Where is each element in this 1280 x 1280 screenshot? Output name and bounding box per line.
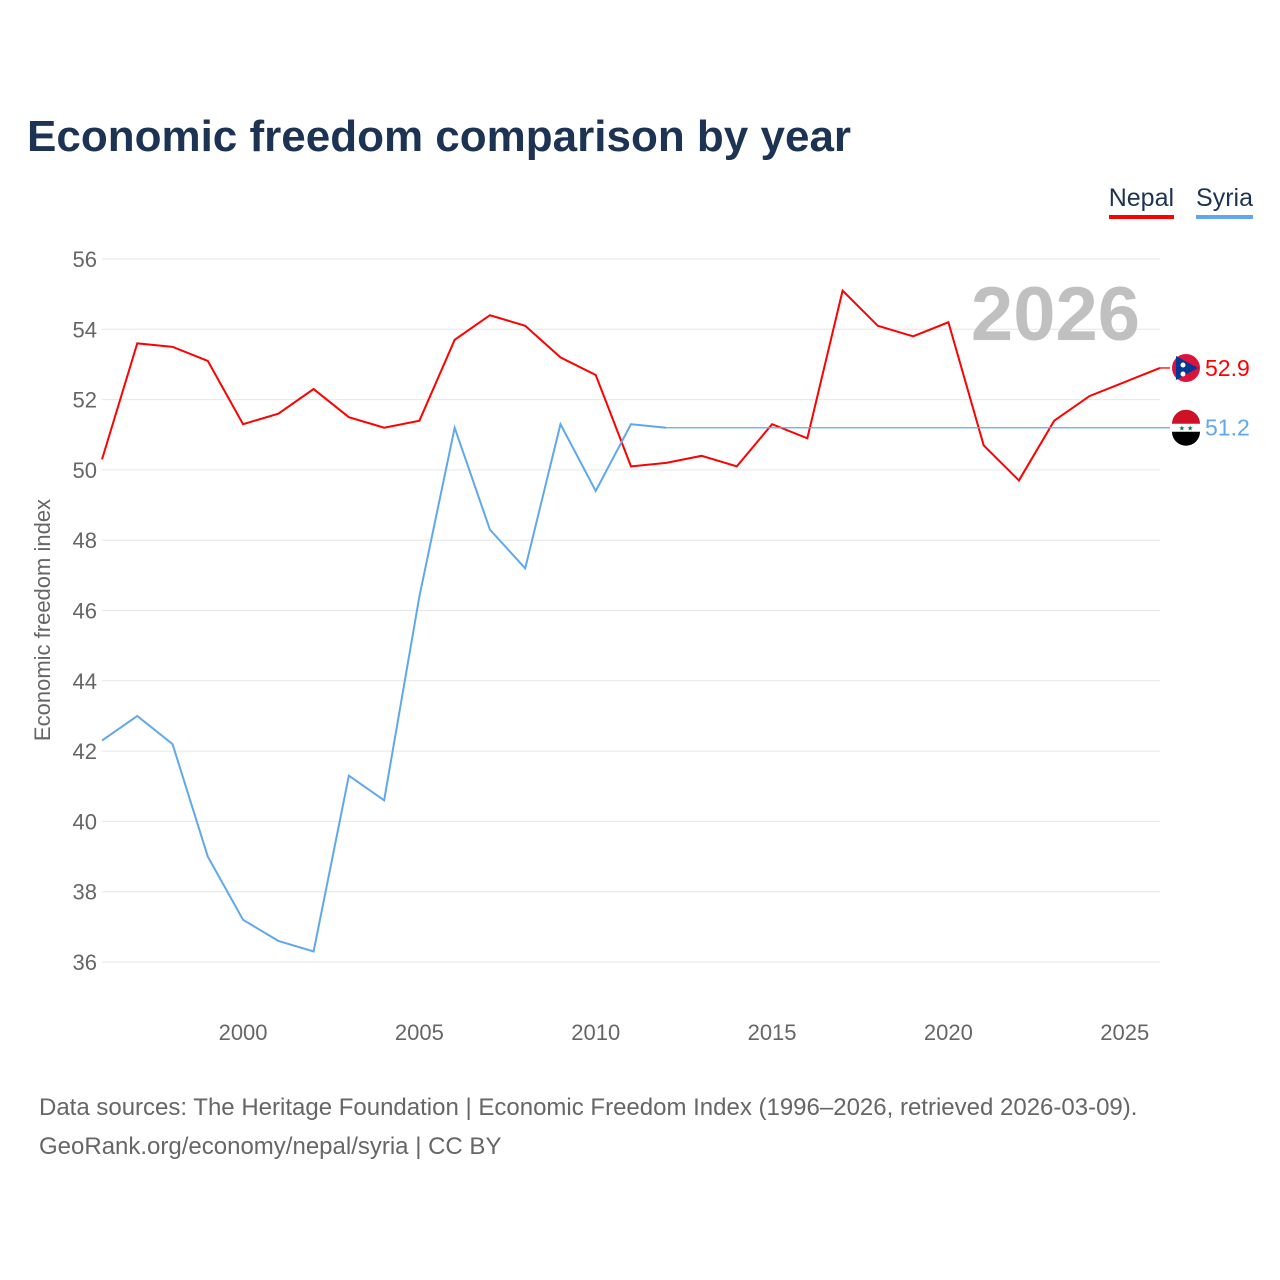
y-tick-label: 56 xyxy=(73,247,97,272)
x-tick-label: 2020 xyxy=(924,1020,973,1045)
y-tick-label: 46 xyxy=(73,599,97,624)
y-axis-label: Economic freedom index xyxy=(30,499,55,741)
nepal-flag-moon xyxy=(1180,362,1186,368)
x-tick-label: 2015 xyxy=(748,1020,797,1045)
end-label-syria: 51.2 xyxy=(1205,415,1250,441)
source-line-2[interactable]: GeoRank.org/economy/nepal/syria | CC BY xyxy=(39,1133,502,1160)
legend: Nepal Syria xyxy=(1108,184,1253,219)
y-tick-label: 50 xyxy=(73,458,97,483)
series-line-syria xyxy=(101,421,667,953)
x-tick-label: 2005 xyxy=(395,1020,444,1045)
x-tick-label: 2010 xyxy=(571,1020,620,1045)
x-tick-label: 2025 xyxy=(1100,1020,1149,1045)
y-tick-label: 38 xyxy=(73,880,97,905)
syria-flag-black xyxy=(1172,431,1200,446)
end-label-nepal: 52.9 xyxy=(1205,355,1250,381)
source-line-1: Data sources: The Heritage Foundation | … xyxy=(39,1094,1138,1121)
series-line-nepal xyxy=(101,288,1161,483)
y-tick-label: 52 xyxy=(73,388,97,413)
legend-syria[interactable]: Syria xyxy=(1196,184,1253,219)
syria-flag-red xyxy=(1172,409,1200,424)
chart-title: Economic freedom comparison by year xyxy=(27,112,852,161)
source-note: Data sources: The Heritage Foundation | … xyxy=(39,1088,1137,1166)
syria-flag-stars: ★ ★ xyxy=(1179,425,1194,433)
y-tick-label: 42 xyxy=(73,739,97,764)
y-tick-label: 36 xyxy=(73,950,97,975)
x-tick-label: 2000 xyxy=(219,1020,268,1045)
y-tick-label: 40 xyxy=(73,809,97,834)
y-tick-label: 48 xyxy=(73,528,97,553)
year-watermark: 2026 xyxy=(971,272,1140,357)
nepal-flag-sun xyxy=(1180,371,1186,377)
y-tick-label: 54 xyxy=(73,317,97,342)
y-tick-label: 44 xyxy=(73,669,97,694)
legend-nepal[interactable]: Nepal xyxy=(1108,184,1175,219)
